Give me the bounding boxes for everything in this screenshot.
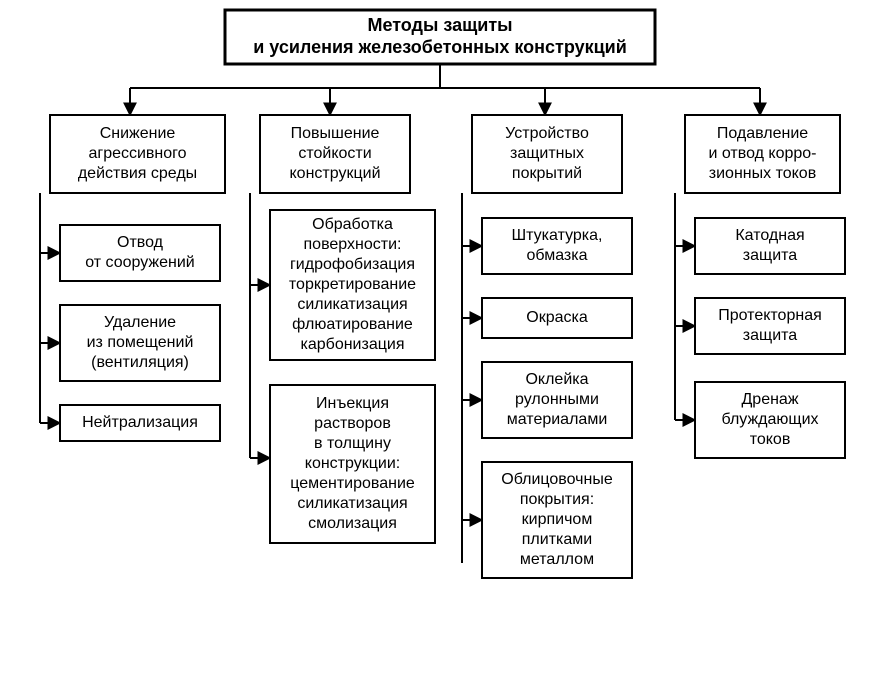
leaf-1-0-line-1: поверхности: xyxy=(304,236,402,253)
leaf-3-2-line-2: токов xyxy=(750,431,791,448)
leaf-3-0-line-1: защита xyxy=(743,247,797,264)
leaf-1-0-line-2: гидрофобизация xyxy=(290,256,415,273)
category-1-line-1: стойкости xyxy=(298,145,371,162)
category-2-line-0: Устройство xyxy=(505,125,589,142)
leaf-1-1-line-3: конструкции: xyxy=(305,455,400,472)
leaf-1-1-line-6: смолизация xyxy=(308,515,397,532)
leaf-1-1-line-1: растворов xyxy=(314,415,391,432)
leaf-0-1-line-2: (вентиляция) xyxy=(91,354,189,371)
leaf-3-2-line-1: блуждающих xyxy=(722,411,819,428)
category-0-line-0: Снижение xyxy=(100,125,176,142)
root-box-line-0: Методы защиты xyxy=(367,15,512,35)
leaf-2-3-line-4: металлом xyxy=(520,551,594,568)
leaf-1-1-line-5: силикатизация xyxy=(297,495,407,512)
leaf-2-2-line-1: рулонными xyxy=(515,391,599,408)
leaf-3-2-line-0: Дренаж xyxy=(741,391,798,408)
leaf-2-3-line-2: кирпичом xyxy=(522,511,593,528)
leaf-2-3-line-1: покрытия: xyxy=(520,491,594,508)
category-3-line-0: Подавление xyxy=(717,125,808,142)
leaf-3-1-line-0: Протекторная xyxy=(718,307,822,324)
leaf-0-2-line-0: Нейтрализация xyxy=(82,414,198,431)
leaf-0-0-line-1: от сооружений xyxy=(85,254,195,271)
category-3-line-1: и отвод корро- xyxy=(708,145,816,162)
leaf-0-1-line-0: Удаление xyxy=(104,314,176,331)
leaf-1-1-line-4: цементирование xyxy=(290,475,415,492)
category-0-line-2: действия среды xyxy=(78,165,197,182)
leaf-3-0-line-0: Катодная xyxy=(735,227,804,244)
root-box-line-1: и усиления железобетонных конструкций xyxy=(253,37,627,57)
leaf-2-0-line-0: Штукатурка, xyxy=(512,227,603,244)
leaf-0-0-line-0: Отвод xyxy=(117,234,164,251)
leaf-2-2-line-2: материалами xyxy=(507,411,608,428)
diagram-canvas: Методы защитыи усиления железобетонных к… xyxy=(0,0,881,677)
category-2-line-2: покрытий xyxy=(512,165,582,182)
category-1-line-0: Повышение xyxy=(291,125,380,142)
leaf-2-3-line-3: плитками xyxy=(522,531,592,548)
leaf-2-1-line-0: Окраска xyxy=(526,309,588,326)
leaf-3-1-line-1: защита xyxy=(743,327,797,344)
leaf-1-0-line-0: Обработка xyxy=(312,216,393,233)
leaf-1-1-line-2: в толщину xyxy=(314,435,391,452)
leaf-1-0-line-6: карбонизация xyxy=(301,336,405,353)
leaf-1-0-line-5: флюатирование xyxy=(292,316,413,333)
leaf-1-0-line-3: торкретирование xyxy=(289,276,416,293)
leaf-1-0-line-4: силикатизация xyxy=(297,296,407,313)
category-2-line-1: защитных xyxy=(510,145,584,162)
category-3-line-2: зионных токов xyxy=(709,165,816,182)
leaf-2-0-line-1: обмазка xyxy=(526,247,587,264)
leaf-2-3-line-0: Облицовочные xyxy=(501,471,613,488)
category-0-line-1: агрессивного xyxy=(88,145,186,162)
leaf-0-1-line-1: из помещений xyxy=(87,334,194,351)
category-1-line-2: конструкций xyxy=(290,165,381,182)
leaf-2-2-line-0: Оклейка xyxy=(525,371,588,388)
leaf-1-1-line-0: Инъекция xyxy=(316,395,389,412)
